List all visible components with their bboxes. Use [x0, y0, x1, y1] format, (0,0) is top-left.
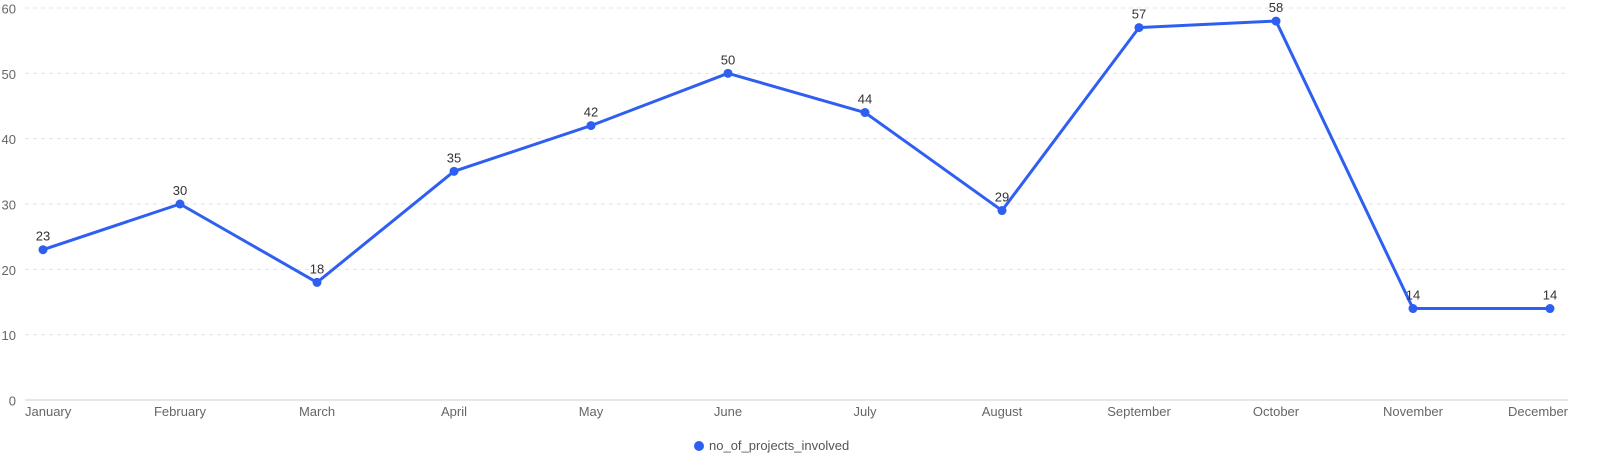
data-labels: 23 30 18 35 42 50 44 29 57 58 14 14	[36, 0, 1557, 302]
data-point	[586, 121, 596, 131]
series-layer	[38, 16, 1555, 314]
x-tick-label: April	[441, 404, 467, 419]
data-point	[723, 68, 733, 78]
y-tick-label: 30	[2, 197, 16, 212]
data-label: 35	[447, 150, 461, 165]
x-tick-label: March	[299, 404, 335, 419]
x-tick-label: January	[25, 404, 72, 419]
data-label: 57	[1132, 7, 1146, 22]
data-label: 30	[173, 183, 187, 198]
data-label: 29	[995, 190, 1009, 205]
legend-item[interactable]: no_of_projects_involved	[694, 438, 849, 453]
legend-label: no_of_projects_involved	[709, 438, 849, 453]
data-point	[38, 245, 48, 255]
x-tick-label: September	[1107, 404, 1171, 419]
data-point	[175, 199, 185, 209]
grid-lines	[25, 7, 1568, 336]
data-label: 58	[1269, 0, 1283, 15]
data-label: 14	[1406, 288, 1420, 303]
y-tick-label: 0	[9, 393, 16, 408]
x-tick-label: July	[853, 404, 877, 419]
x-tick-label: February	[154, 404, 207, 419]
y-tick-label: 20	[2, 263, 16, 278]
data-label: 23	[36, 229, 50, 244]
data-label: 44	[858, 92, 872, 107]
series-line-no_of_projects_involved	[41, 19, 1552, 311]
data-point	[1134, 23, 1144, 33]
x-tick-label: November	[1383, 404, 1444, 419]
data-label: 42	[584, 105, 598, 120]
legend[interactable]: no_of_projects_involved	[694, 438, 849, 453]
data-label: 18	[310, 261, 324, 276]
x-tick-label: October	[1253, 404, 1300, 419]
x-tick-label: June	[714, 404, 742, 419]
x-tick-label: May	[579, 404, 604, 419]
data-label: 50	[721, 52, 735, 67]
y-tick-label: 40	[2, 132, 16, 147]
x-tick-label: December	[1508, 404, 1569, 419]
legend-marker-icon	[694, 441, 704, 451]
data-label: 14	[1543, 288, 1557, 303]
y-tick-label: 10	[2, 328, 16, 343]
y-tick-label: 50	[2, 67, 16, 82]
data-point	[1408, 304, 1418, 314]
data-point	[449, 166, 459, 176]
data-point	[312, 277, 322, 287]
x-tick-label: August	[982, 404, 1023, 419]
data-point	[997, 206, 1007, 216]
data-point	[1271, 16, 1281, 26]
axes: 0 10 20 30 40 50 60 January February March April Ma…	[2, 1, 1569, 419]
y-tick-label: 60	[2, 1, 16, 16]
data-point	[1545, 304, 1555, 314]
data-point	[860, 108, 870, 118]
